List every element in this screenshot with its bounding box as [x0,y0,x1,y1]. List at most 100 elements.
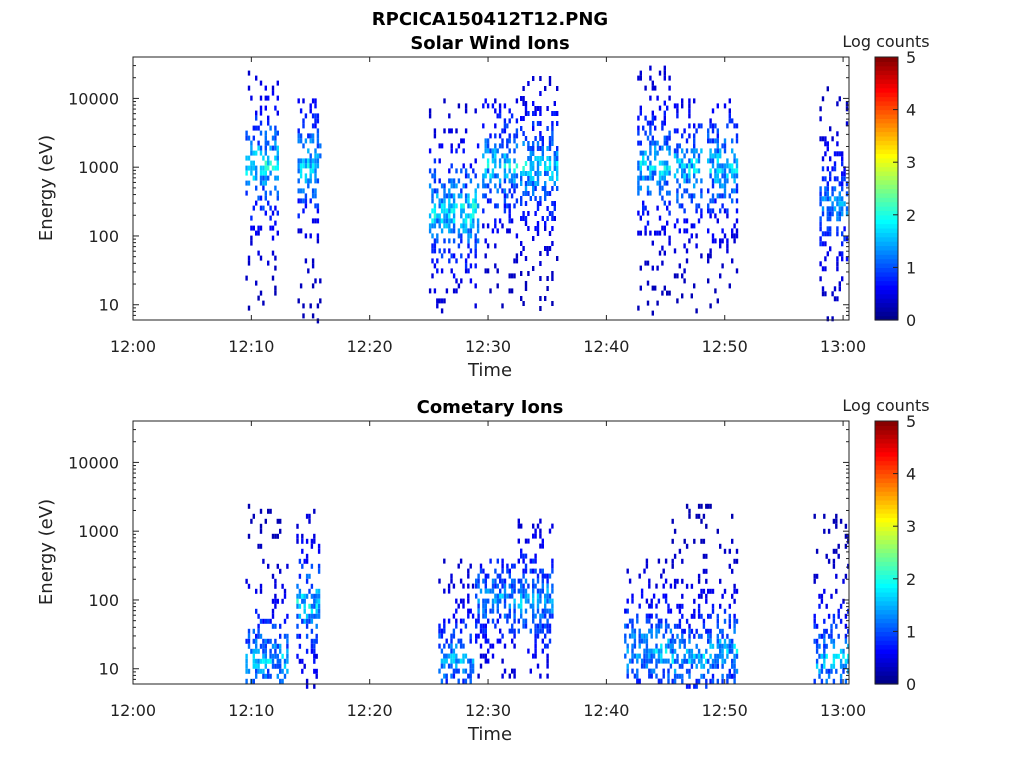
spectrogram-cell [274,290,277,296]
spectrogram-cell [685,683,689,689]
spectrogram-cell [546,663,549,669]
x-tick-label: 12:40 [583,701,629,720]
spectrogram-cell [462,218,465,224]
spectrogram-cell [440,228,444,234]
spectrogram-cell [551,301,554,306]
colorbar-swatch [875,254,898,260]
spectrogram-cell [654,230,657,236]
spectrogram-cell [681,173,684,179]
spectrogram-cell [503,193,507,199]
spectrogram-cell [450,218,453,224]
spectrogram-cell [633,628,637,634]
spectrogram-cell [658,105,662,111]
spectrogram-cell [844,573,848,579]
spectrogram-cell [469,263,473,269]
colorbar-swatch [875,434,898,440]
spectrogram-cell [296,523,299,529]
spectrogram-cell [515,173,519,179]
spectrogram-cell [556,121,559,126]
spectrogram-cell [513,628,516,634]
spectrogram-cell [707,203,710,209]
spectrogram-cell [721,228,724,234]
spectrogram-cell [503,588,507,594]
spectrogram-cell [651,265,654,271]
spectrogram-cell [464,128,468,134]
spectrogram-cell [681,293,684,299]
spectrogram-cells [245,65,849,324]
spectrogram-cell [631,633,634,639]
spectrogram-cell [498,113,502,119]
spectrogram-cell [721,238,724,244]
spectrogram-cell [690,658,694,664]
spectrogram-cell [536,663,540,669]
spectrogram-cell [685,543,689,549]
spectrogram-cell [661,225,664,231]
spectrogram-cell [475,583,478,589]
spectrogram-cell [676,218,679,224]
spectrogram-cell [838,201,841,207]
spectrogram-cell [551,598,554,604]
colorbar-swatch [875,306,898,312]
spectrogram-cell [508,613,511,619]
spectrogram-cell [259,523,263,529]
spectrogram-cell [245,653,248,659]
spectrogram-cell [313,653,316,659]
spectrogram-cell [450,648,453,654]
spectrogram-cell [450,643,453,649]
spectrogram-cell [678,228,681,234]
spectrogram-cell [532,523,535,529]
spectrogram-cell [482,173,485,179]
spectrogram-cell [499,593,502,599]
spectrogram-cell [539,568,542,574]
spectrogram-cell [645,638,649,644]
spectrogram-cell [826,146,829,152]
spectrogram-cell [471,658,475,664]
spectrogram-cell [276,533,279,539]
spectrogram-cell [678,643,682,649]
spectrogram-cell [546,126,549,131]
spectrogram-cell [496,113,499,119]
spectrogram-cell [313,643,316,649]
spectrogram-cell [450,128,453,134]
spectrogram-cell [428,228,432,234]
spectrogram-cell [527,226,530,231]
spectrogram-cell [645,648,649,654]
colorbar-swatch [875,74,898,80]
spectrogram-cell [520,548,523,554]
spectrogram-cell [309,178,312,184]
spectrogram-cell [524,623,528,629]
spectrogram-cell [548,176,552,181]
spectrogram-cell [683,228,686,234]
spectrogram-cell [671,678,674,684]
spectrogram-cell [707,668,710,674]
spectrogram-cell [671,558,674,564]
spectrogram-cell [313,508,316,514]
spectrogram-cell [529,166,532,171]
spectrogram-cell [307,163,310,169]
spectrogram-cell [663,170,666,176]
x-axis: 12:00 12:10 12:20 12:30 12:40 12:50 13:00 [110,421,866,720]
spectrogram-cell [469,218,473,224]
spectrogram-cell [464,678,468,684]
spectrogram-cell [546,588,549,594]
spectrogram-cell [716,103,719,109]
spectrogram-cell [271,608,275,614]
spectrogram-cell [491,578,495,584]
spectrogram-cell [520,608,523,614]
spectrogram-cell [836,216,839,222]
spectrogram-cell [315,673,318,679]
spectrogram-cell [472,208,475,214]
colorbar-swatch [875,113,898,119]
spectrogram-cell [515,143,519,149]
spectrogram-cell [551,241,554,246]
spectrogram-cell [681,678,684,684]
spectrogram-cell [640,588,644,594]
spectrogram-cell [676,273,679,279]
spectrogram-cell [639,185,642,191]
spectrogram-cell [281,668,284,674]
spectrogram-cell [649,65,652,71]
spectrogram-cell [546,643,549,649]
spectrogram-cell [252,225,255,231]
spectrogram-cell [544,296,547,301]
